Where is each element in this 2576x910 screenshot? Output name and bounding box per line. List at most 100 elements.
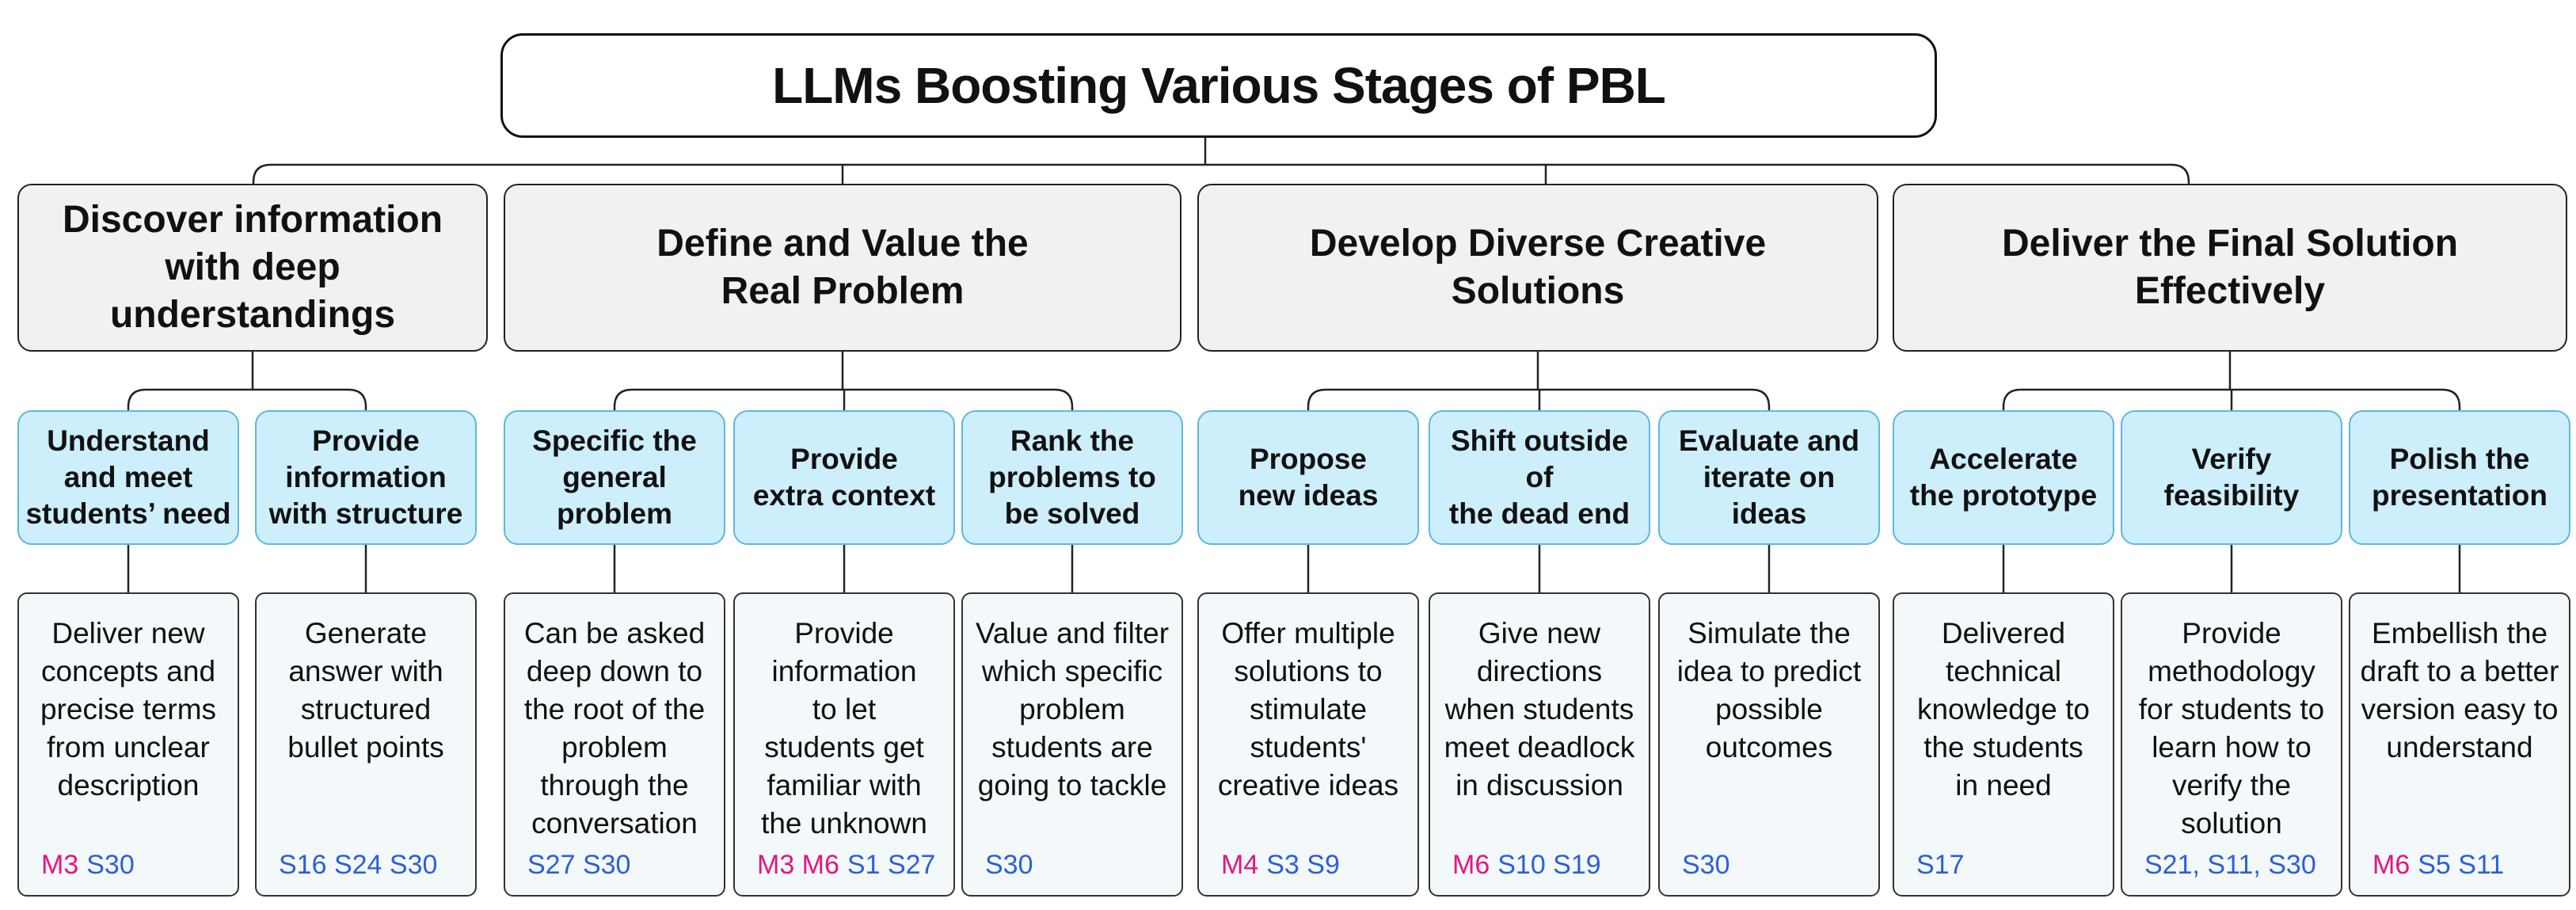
substage-label: Propose new ideas (1239, 441, 1379, 514)
description-text-line: which specific (981, 655, 1163, 687)
reference-tags: M6 S10 S19 (1452, 850, 1608, 881)
study-refs: S1 S27 (847, 850, 936, 880)
study-refs: S5 S11 (2418, 850, 2505, 880)
description-text-line: Deliver new (51, 617, 205, 649)
stage-label: Define and Value the Real Problem (656, 220, 1028, 315)
description-text-line: bullet points (287, 731, 444, 763)
substage-box-7: Shift outside of the dead end (1429, 410, 1650, 545)
reference-tags: S17 (1916, 850, 1971, 881)
stage-label-line: Define and Value the (656, 223, 1029, 265)
description-text-line: draft to a better (2360, 655, 2559, 687)
reference-tags: S16 S24 S30 (279, 850, 443, 881)
description-text-line: directions (1476, 655, 1603, 687)
substage-label-line: iterate on ideas (1703, 461, 1836, 530)
description-text-line: when students (1444, 693, 1634, 725)
description-text-line: students' (1250, 731, 1367, 763)
description-box-11: Embellish the draft to a better version ea… (2349, 592, 2570, 897)
substage-label: Provide information with structure (269, 423, 463, 532)
substage-label: Understand and meet students’ need (25, 423, 230, 532)
substage-label-line: Understand (47, 425, 210, 457)
description-box-1: Deliver new concepts and precise terms from… (17, 592, 239, 897)
description-text-line: to let (812, 693, 877, 725)
substage-box-5: Rank the problems to be solved (961, 410, 1183, 545)
description-text: Value and filter which specific problem stu… (968, 615, 1177, 805)
model-refs: M3 (41, 850, 79, 880)
study-refs: S16 S24 S30 (279, 850, 438, 880)
description-text-line: methodology (2148, 655, 2315, 687)
substage-label-line: and meet (63, 461, 193, 493)
substage-label-line: presentation (2371, 479, 2548, 512)
substage-label: Specific the general problem (532, 423, 697, 532)
stage-to-substage-connector (613, 352, 1074, 410)
substage-label-line: Propose (1249, 443, 1368, 475)
model-refs: M3 M6 (757, 850, 839, 880)
substage-label: Polish the presentation (2372, 441, 2547, 514)
description-text: Embellish the draft to a better version ea… (2355, 615, 2564, 767)
substage-box-6: Propose new ideas (1197, 410, 1419, 545)
description-text-line: from unclear (47, 731, 210, 763)
substage-label-line: information (285, 461, 447, 493)
description-text-line: creative ideas (1217, 769, 1399, 801)
study-refs: S30 (86, 850, 135, 880)
description-text-line: knowledge to (1916, 693, 2091, 725)
description-text-line: precise terms (40, 693, 217, 725)
description-text: Simulate the idea to predict possible outco… (1665, 615, 1874, 767)
description-text-line: solution (2181, 807, 2282, 840)
model-refs: M6 (1452, 850, 1490, 880)
substage-label-line: problems to (988, 461, 1156, 493)
stage-label-line: understandings (109, 294, 396, 336)
substage-label-line: new ideas (1238, 479, 1379, 512)
description-text-line: Give new (1478, 617, 1601, 649)
model-refs: M6 (2372, 850, 2410, 880)
title-to-stage-connector (252, 138, 2190, 184)
description-text-line: for students to (2138, 693, 2325, 725)
substage-label-line: Polish the (2389, 443, 2530, 475)
study-refs: S30 (985, 850, 1033, 880)
description-text: Provide methodology for students to learn h… (2127, 615, 2336, 843)
substage-label-line: feasibility (2163, 479, 2300, 512)
substage-label-line: be solved (1004, 497, 1140, 530)
reference-tags: M3 S30 (41, 850, 141, 881)
description-text: Offer multiple solutions to stimulate stude… (1204, 615, 1413, 805)
study-refs: S30 (1682, 850, 1730, 880)
description-text-line: understand (2386, 731, 2533, 763)
substage-label-line: general (562, 461, 667, 493)
description-text-line: Provide (2182, 617, 2281, 649)
description-text-line: the students (1923, 731, 2083, 763)
description-text-line: concepts and (40, 655, 216, 687)
stage-box-4: Deliver the Final Solution Effectively (1893, 184, 2567, 352)
description-text-line: Can be asked (523, 617, 706, 649)
stage-label: Develop Diverse Creative Solutions (1310, 220, 1766, 315)
description-text-line: the unknown (761, 807, 927, 840)
substage-label-line: Evaluate and (1678, 425, 1860, 457)
substage-box-1: Understand and meet students’ need (17, 410, 239, 545)
substage-label-line: problem (557, 497, 672, 530)
stage-to-substage-connector (1307, 352, 1771, 410)
study-refs: S17 (1916, 850, 1965, 880)
description-text-line: the root of the (523, 693, 706, 725)
description-text: Deliver new concepts and precise terms from… (24, 615, 233, 805)
study-refs: S21, S11, S30 (2144, 850, 2316, 880)
study-refs: S3 S9 (1266, 850, 1340, 880)
diagram-title: LLMs Boosting Various Stages of PBL (500, 33, 1937, 138)
substage-label-line: the dead end (1448, 497, 1630, 530)
description-text-line: Simulate the (1688, 617, 1851, 649)
substage-label-line: the prototype (1909, 479, 2098, 512)
description-text-line: Offer multiple (1221, 617, 1395, 649)
reference-tags: S21, S11, S30 (2144, 850, 2323, 881)
description-text-line: solutions to (1234, 655, 1383, 687)
reference-tags: M4 S3 S9 (1221, 850, 1346, 881)
substage-label-line: Shift outside of (1450, 425, 1629, 493)
description-text: Generate answer with structured bullet poin… (261, 615, 470, 767)
substage-box-8: Evaluate and iterate on ideas (1658, 410, 1880, 545)
description-box-5: Value and filter which specific problem stu… (961, 592, 1183, 897)
stage-label-line: with deep (165, 246, 341, 288)
description-text-line: through the (540, 769, 689, 801)
description-text-line: problem (1019, 693, 1125, 725)
description-text-line: structured (300, 693, 432, 725)
description-box-7: Give new directions when students meet dead… (1429, 592, 1650, 897)
description-box-2: Generate answer with structured bullet poin… (255, 592, 477, 897)
stage-to-substage-connector (127, 352, 367, 410)
description-text-line: information (771, 655, 917, 687)
model-refs: M4 (1221, 850, 1259, 880)
